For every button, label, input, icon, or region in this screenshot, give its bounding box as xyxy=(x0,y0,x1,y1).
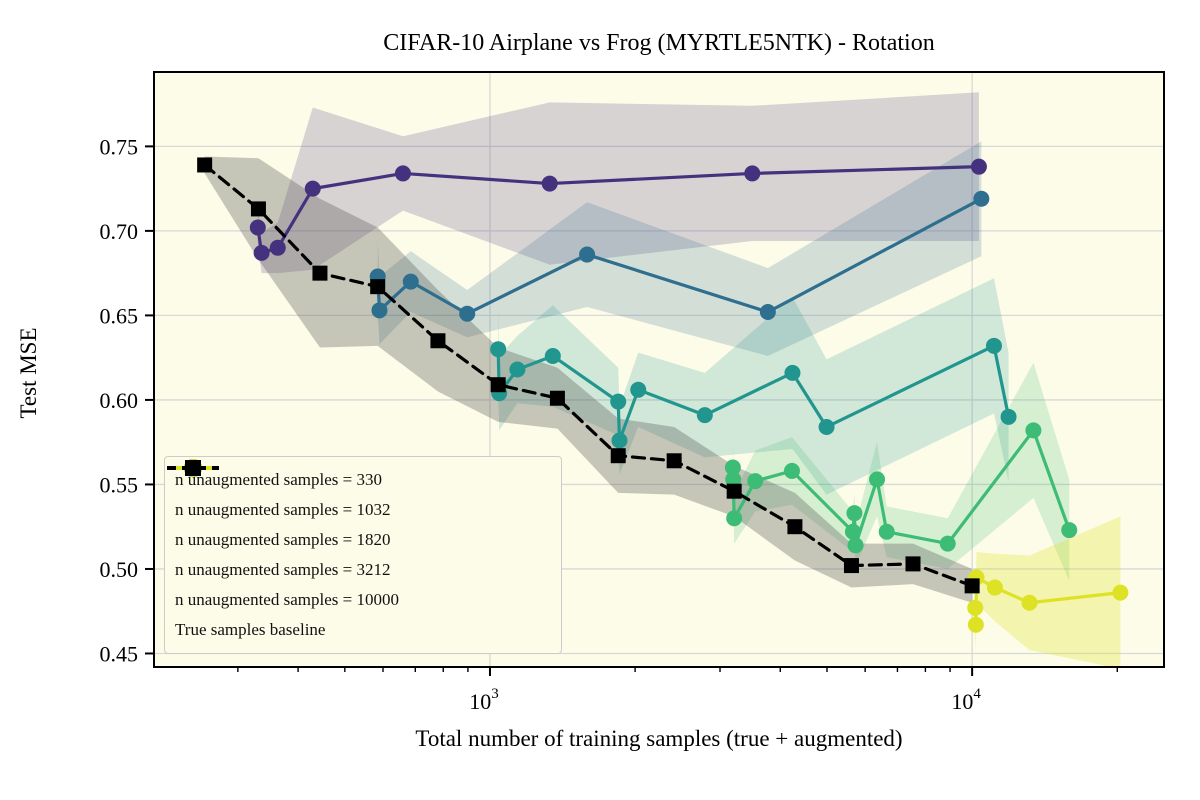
legend-label: n unaugmented samples = 3212 xyxy=(175,560,391,579)
legend-entry-n-unaugmented-samples-10000: n unaugmented samples = 10000 xyxy=(167,459,551,615)
series-true-samples-baseline xyxy=(197,157,980,594)
y-tick-label: 0.50 xyxy=(100,557,139,582)
series-n-unaugmented-samples-330 xyxy=(249,158,987,261)
x-tick-label: 104 xyxy=(951,686,981,714)
legend-label: n unaugmented samples = 10000 xyxy=(175,590,399,609)
y-tick-label: 0.75 xyxy=(100,134,139,159)
band-n-unaugmented-samples-10000 xyxy=(975,516,1121,669)
legend-label: True samples baseline xyxy=(175,620,326,639)
y-tick-label: 0.45 xyxy=(100,641,139,666)
legend: n unaugmented samples = 330 n unaugmented… xyxy=(164,456,562,654)
legend-entry-n-unaugmented-samples-3212: n unaugmented samples = 3212 xyxy=(167,459,551,585)
chart-title: CIFAR-10 Airplane vs Frog (MYRTLE5NTK) -… xyxy=(383,30,935,56)
y-axis-label: Test MSE xyxy=(16,327,41,419)
legend-entry-n-unaugmented-samples-1820: n unaugmented samples = 1820 xyxy=(167,459,551,555)
legend-label: n unaugmented samples = 1032 xyxy=(175,500,391,519)
series-n-unaugmented-samples-1820 xyxy=(490,337,1017,449)
series-n-unaugmented-samples-10000 xyxy=(967,569,1129,633)
series-n-unaugmented-samples-3212 xyxy=(724,422,1078,554)
legend-label: n unaugmented samples = 1820 xyxy=(175,530,391,549)
legend-entry-true-samples-baseline: True samples baseline xyxy=(167,460,551,645)
x-axis-label: Total number of training samples (true +… xyxy=(415,726,903,751)
legend-entry-n-unaugmented-samples-1032: n unaugmented samples = 1032 xyxy=(167,459,551,525)
axes-frame xyxy=(153,71,1165,668)
baseline-legend-marker xyxy=(167,460,219,476)
y-tick-label: 0.55 xyxy=(100,472,139,497)
band-true-samples-baseline xyxy=(204,156,973,603)
y-tick-label: 0.65 xyxy=(100,303,139,328)
band-n-unaugmented-samples-1032 xyxy=(377,141,982,356)
series-n-unaugmented-samples-1032 xyxy=(369,190,990,322)
y-tick-label: 0.70 xyxy=(100,219,139,244)
band-n-unaugmented-samples-330 xyxy=(257,92,979,274)
band-n-unaugmented-samples-3212 xyxy=(732,362,1070,581)
y-tick-label: 0.60 xyxy=(100,388,139,413)
legend-entry-n-unaugmented-samples-330: n unaugmented samples = 330 xyxy=(167,459,551,495)
axis-ticks: 0.45 0.50 0.55 0.60 0.65 0.70 0.75 103 104 xyxy=(100,134,1118,714)
x-tick-label: 103 xyxy=(469,686,499,714)
legend-label: n unaugmented samples = 330 xyxy=(175,470,382,489)
